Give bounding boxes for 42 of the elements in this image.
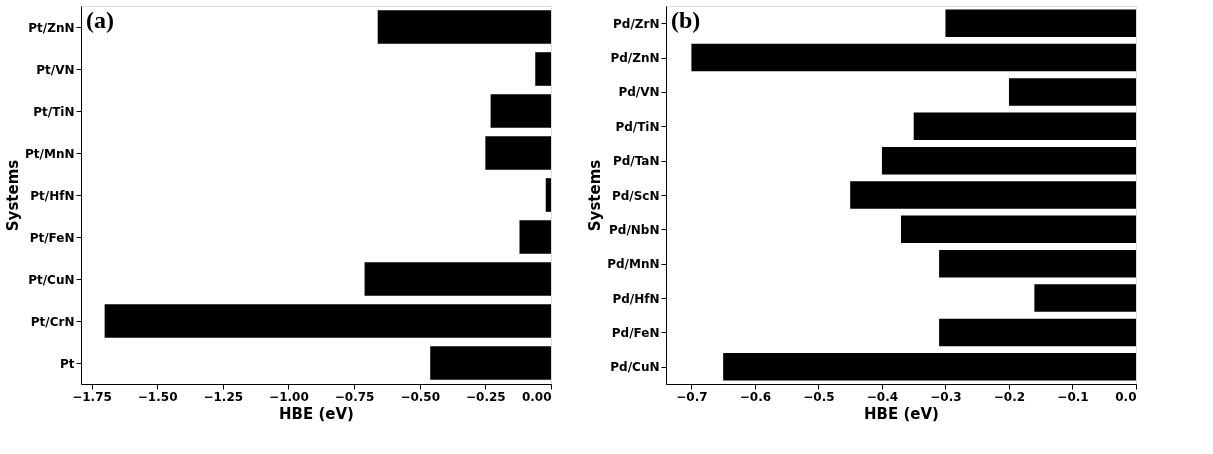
y-tick-label: Pt/TiN — [33, 104, 75, 119]
x-tick-label: −0.7 — [676, 389, 708, 404]
x-tick-label: 0.0 — [1115, 389, 1137, 404]
y-axis-title: Systems — [4, 159, 23, 232]
x-tick-label: −0.5 — [803, 389, 835, 404]
y-tick-label: Pd/MnN — [607, 257, 660, 272]
x-tick-label: 0.00 — [521, 389, 552, 404]
x-tick-label: −0.1 — [1057, 389, 1089, 404]
x-tick-label: −1.50 — [137, 389, 178, 404]
y-tick-label: Pd/VN — [618, 85, 660, 100]
y-tick-label: Pd/NbN — [609, 222, 660, 237]
y-tick-label: Pt/HfN — [30, 188, 75, 203]
y-tick-label: Pd/TiN — [615, 119, 660, 134]
y-tick-label: Pt/ZnN — [28, 20, 75, 35]
x-axis-title: HBE (eV) — [279, 404, 354, 423]
x-tick-label: −0.50 — [400, 389, 441, 404]
x-tick-label: −0.2 — [993, 389, 1026, 404]
x-tick-label: −1.00 — [269, 389, 309, 404]
x-tick-label: −0.4 — [866, 389, 899, 404]
y-tick-label: Pt/CuN — [28, 272, 75, 287]
x-tick-label: −1.25 — [203, 389, 244, 404]
y-tick-label: Pt — [59, 356, 75, 371]
x-tick-label: −0.25 — [466, 389, 506, 404]
y-tick-label: Pd/ScN — [611, 188, 660, 203]
y-tick-label: Pd/ZrN — [613, 16, 660, 31]
x-tick-label: −0.75 — [334, 389, 375, 404]
annotation: (a) — [86, 7, 114, 33]
y-tick-label: Pd/ZnN — [610, 51, 660, 66]
x-tick-label: −0.6 — [739, 389, 772, 404]
x-axis-title: HBE (eV) — [864, 404, 939, 423]
annotation: (b) — [671, 7, 701, 33]
y-tick-label: Pd/CuN — [610, 360, 660, 375]
y-tick-label: Pd/HfN — [612, 291, 660, 306]
y-tick-label: Pt/MnN — [25, 146, 75, 161]
y-tick-label: Pd/TaN — [612, 154, 660, 169]
y-axis-title: Systems — [586, 159, 605, 232]
y-tick-label: Pt/CrN — [30, 314, 75, 329]
y-tick-label: Pt/VN — [36, 62, 75, 77]
x-tick-label: −1.75 — [72, 389, 112, 404]
y-tick-label: Pt/FeN — [29, 230, 75, 245]
x-tick-label: −0.3 — [930, 389, 962, 404]
y-tick-label: Pd/FeN — [611, 325, 660, 340]
